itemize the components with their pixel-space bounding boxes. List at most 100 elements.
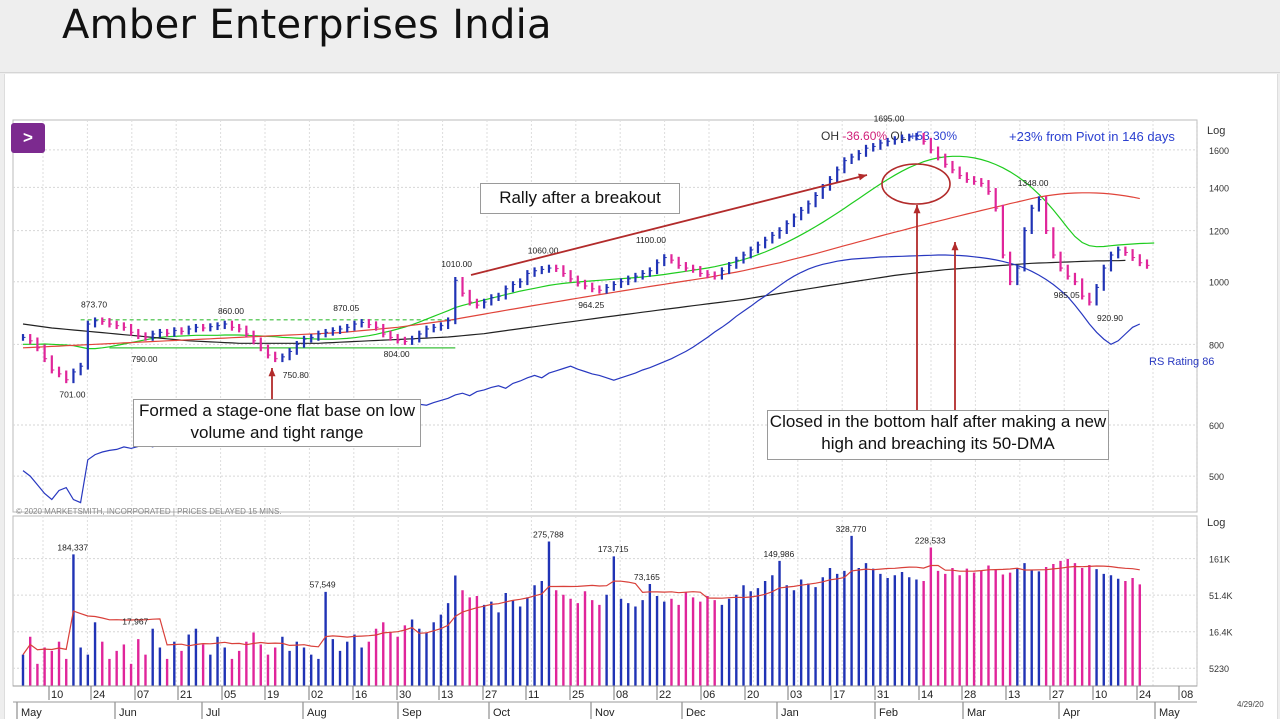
- month-label: Jul: [206, 707, 220, 719]
- day-label: 27: [485, 689, 497, 701]
- price-point-label: 964.25: [578, 300, 604, 310]
- day-label: 21: [180, 689, 192, 701]
- day-label: 03: [790, 689, 802, 701]
- price-tick-label: 800: [1209, 340, 1224, 350]
- rally-arrow: [470, 174, 868, 276]
- price-point-label: 870.05: [333, 303, 359, 313]
- price-point-label: 873.70: [81, 300, 107, 310]
- high-low-stats: OH -36.60% OL +53.30%: [821, 129, 957, 143]
- month-label: Oct: [493, 707, 510, 719]
- price-axis-label: Log: [1207, 125, 1225, 137]
- volume-tick-label: 16.4K: [1209, 628, 1233, 638]
- rs-rating-label: RS Rating 86: [1149, 356, 1214, 368]
- chevron-right-icon: >: [23, 128, 33, 147]
- price-point-label: 1695.00: [874, 114, 905, 124]
- month-label: Apr: [1063, 707, 1080, 719]
- volume-point-label: 149,986: [764, 549, 795, 559]
- rally-annotation: Rally after a breakout: [480, 183, 680, 214]
- month-label: Feb: [879, 707, 898, 719]
- price-tick-label: 600: [1209, 421, 1224, 431]
- copyright-text: © 2020 MARKETSMITH, INCORPORATED | PRICE…: [16, 507, 282, 516]
- volume-tick-label: 51.4K: [1209, 591, 1233, 601]
- price-tick-label: 1600: [1209, 146, 1229, 156]
- day-label: 16: [355, 689, 367, 701]
- price-point-label: 920.90: [1097, 313, 1123, 323]
- day-label: 19: [267, 689, 279, 701]
- price-volume-chart: 500 600 800 1000 1200 1400 1600 Log OH -36.60% O…: [12, 114, 1264, 719]
- month-label: May: [1159, 707, 1180, 719]
- price-point-label: 750.80: [283, 370, 309, 380]
- price-point-label: 860.00: [218, 306, 244, 316]
- price-tick-label: 1400: [1209, 183, 1229, 193]
- base-arrow-head: [268, 368, 276, 377]
- high-arrow-head: [913, 205, 921, 214]
- volume-point-label: 328,770: [836, 524, 867, 534]
- day-label: 20: [747, 689, 759, 701]
- month-label: Jun: [119, 707, 137, 719]
- volume-point-label: 57,549: [310, 580, 336, 590]
- day-label: 11: [528, 689, 539, 701]
- expand-panel-button[interactable]: >: [11, 123, 45, 153]
- day-label: 24: [93, 689, 105, 701]
- volume-average-line: [22, 564, 1140, 655]
- price-point-label: 985.05: [1054, 290, 1080, 300]
- price-point-label: 1100.00: [636, 235, 666, 245]
- price-point-label: 804.00: [384, 349, 410, 359]
- day-label: 13: [1008, 689, 1020, 701]
- month-label: Mar: [967, 707, 986, 719]
- price-tick-label: 1000: [1209, 278, 1229, 288]
- dma150-line: [22, 192, 1140, 349]
- month-label: Jan: [781, 707, 799, 719]
- volume-axis-label: Log: [1207, 517, 1225, 529]
- day-label: 28: [964, 689, 976, 701]
- volume-tick-label: 5230: [1209, 664, 1229, 674]
- day-label: 07: [137, 689, 149, 701]
- price-tick-label: 500: [1209, 472, 1224, 482]
- volume-tick-label: 161K: [1209, 555, 1230, 565]
- day-label: 10: [1095, 689, 1107, 701]
- volume-point-label: 73,165: [634, 572, 660, 582]
- volume-point-label: 17,967: [122, 617, 148, 627]
- dma50-line: [23, 155, 1155, 350]
- price-point-label: 1060.00: [528, 245, 559, 255]
- page-title: Amber Enterprises India: [62, 2, 552, 48]
- price-point-label: 701.00: [59, 389, 85, 399]
- day-label: 22: [659, 689, 671, 701]
- date-stamp: 4/29/20: [1237, 700, 1264, 709]
- day-label: 25: [572, 689, 584, 701]
- price-point-label: 790.00: [131, 354, 157, 364]
- day-label: 30: [399, 689, 411, 701]
- month-label: Nov: [595, 707, 615, 719]
- day-label: 31: [877, 689, 889, 701]
- day-label: 10: [51, 689, 63, 701]
- base-annotation: Formed a stage-one flat base on low volu…: [133, 399, 421, 447]
- day-label: 06: [703, 689, 715, 701]
- month-label: Dec: [686, 707, 706, 719]
- price-point-label: 1010.00: [441, 259, 472, 269]
- day-label: 14: [921, 689, 933, 701]
- chart-panel: 500 600 800 1000 1200 1400 1600 Log OH -36.60% O…: [4, 74, 1278, 719]
- month-label: Sep: [402, 707, 422, 719]
- day-label: 27: [1052, 689, 1064, 701]
- dma200-line: [22, 259, 1126, 344]
- top-circle: [881, 163, 951, 205]
- day-label: 13: [441, 689, 453, 701]
- day-label: 08: [616, 689, 628, 701]
- price-tick-label: 1200: [1209, 227, 1229, 237]
- close-annotation: Closed in the bottom half after making a…: [767, 410, 1109, 460]
- month-label: Aug: [307, 707, 327, 719]
- day-label: 02: [311, 689, 323, 701]
- pivot-text: +23% from Pivot in 146 days: [1009, 129, 1175, 144]
- day-label: 08: [1181, 689, 1193, 701]
- volume-point-label: 275,788: [533, 529, 564, 539]
- volume-point-label: 228,533: [915, 535, 946, 545]
- day-label: 17: [833, 689, 845, 701]
- month-label: May: [21, 707, 42, 719]
- day-label: 24: [1139, 689, 1151, 701]
- rally-arrow-head: [858, 173, 867, 181]
- day-label: 05: [224, 689, 236, 701]
- volume-point-label: 184,337: [57, 542, 88, 552]
- breach-arrow-head: [951, 242, 959, 251]
- page-header: Amber Enterprises India: [0, 0, 1280, 73]
- volume-point-label: 173,715: [598, 544, 629, 554]
